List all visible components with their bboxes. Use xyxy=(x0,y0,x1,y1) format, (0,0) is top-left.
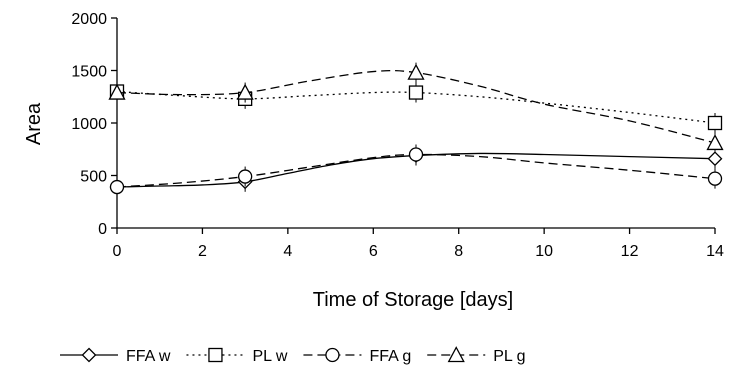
data-point-circle xyxy=(109,179,125,195)
data-point-triangle xyxy=(108,83,126,100)
x-axis-title: Time of Storage [days] xyxy=(313,289,513,311)
legend-marker-triangle xyxy=(447,346,465,363)
y-tick-label: 0 xyxy=(98,221,107,238)
legend-label: PL w xyxy=(252,348,287,365)
series-ffa-g xyxy=(109,144,723,198)
data-point-triangle xyxy=(236,83,254,100)
data-point-circle xyxy=(707,171,723,186)
series-line xyxy=(116,153,716,188)
legend-item: FFA w xyxy=(60,347,171,365)
data-point-triangle xyxy=(706,134,724,151)
legend-item: PL w xyxy=(186,347,288,365)
data-point-circle xyxy=(237,169,253,184)
y-tick-label: 1000 xyxy=(71,116,107,133)
y-tick-label: 500 xyxy=(80,169,107,186)
legend-marker-circle xyxy=(325,347,340,363)
x-tick-label: 4 xyxy=(283,243,292,260)
data-point-diamond xyxy=(707,151,723,167)
x-tick-label: 0 xyxy=(113,243,122,260)
y-axis-title: Area xyxy=(23,102,45,145)
x-tick-label: 6 xyxy=(369,243,378,260)
legend-item: FFA g xyxy=(303,347,411,365)
series-pl-w xyxy=(109,81,723,133)
series-pl-g xyxy=(108,62,724,153)
x-tick-label: 10 xyxy=(535,243,553,260)
series-layer xyxy=(108,62,724,198)
legend-label: FFA w xyxy=(126,348,171,365)
data-point-square xyxy=(707,115,723,131)
legend-marker-square xyxy=(208,347,223,363)
legend-marker-diamond xyxy=(81,347,97,363)
data-point-square xyxy=(408,85,424,100)
x-tick-label: 12 xyxy=(621,243,639,260)
series-line xyxy=(116,152,716,188)
x-tick-label: 14 xyxy=(706,243,724,260)
legend-label: PL g xyxy=(493,348,525,365)
y-tick-label: 1500 xyxy=(71,64,107,81)
legend-label: FFA g xyxy=(369,348,411,365)
legend-item: PL g xyxy=(427,346,526,365)
x-tick-label: 8 xyxy=(454,243,463,260)
series-line xyxy=(116,69,716,144)
legend: FFA w PL w FFA g PL g xyxy=(60,346,526,365)
series-line xyxy=(116,90,716,124)
data-point-triangle xyxy=(407,63,425,80)
y-tick-label: 2000 xyxy=(71,11,107,28)
axes: 0 500 1000 1500 2000 0 2 4 6 8 10 12 14 xyxy=(71,11,724,260)
data-point-circle xyxy=(408,147,424,162)
x-tick-label: 2 xyxy=(198,243,207,260)
